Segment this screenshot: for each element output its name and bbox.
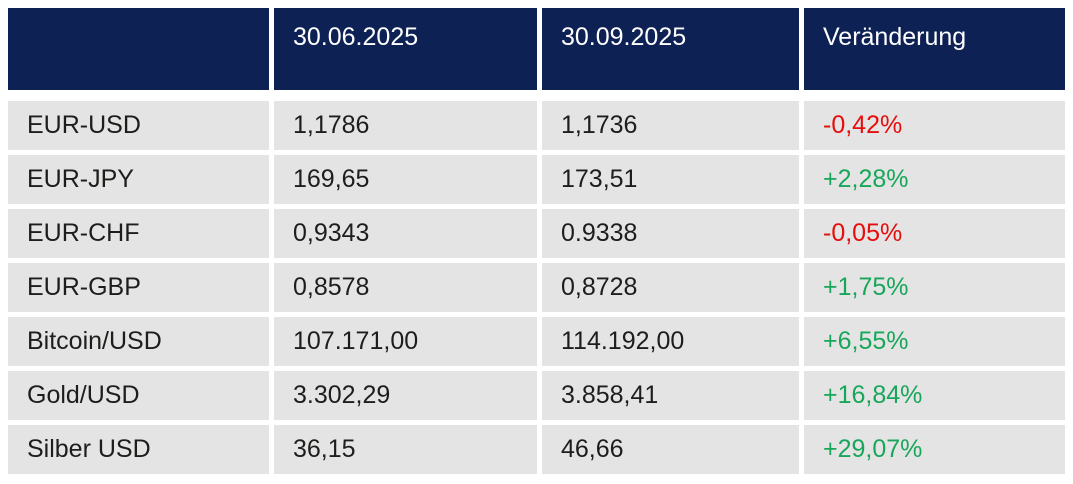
change-percentage: +2,28% (804, 155, 1065, 204)
value-30-09-2025: 114.192,00 (542, 317, 799, 366)
header-cell-instrument (8, 8, 269, 90)
instrument-label: Gold/USD (8, 371, 269, 420)
value-30-06-2025: 107.171,00 (274, 317, 537, 366)
header-cell-change: Veränderung (804, 8, 1065, 90)
header-cell-date-30-06-2025: 30.06.2025 (274, 8, 537, 90)
value-30-09-2025: 1,1736 (542, 101, 799, 150)
table-header-row: 30.06.2025 30.09.2025 Veränderung (8, 8, 1065, 90)
instrument-label: EUR-CHF (8, 209, 269, 258)
value-30-06-2025: 0,9343 (274, 209, 537, 258)
instrument-label: Silber USD (8, 425, 269, 474)
value-30-06-2025: 0,8578 (274, 263, 537, 312)
value-30-06-2025: 169,65 (274, 155, 537, 204)
change-percentage: +29,07% (804, 425, 1065, 474)
instrument-label: EUR-USD (8, 101, 269, 150)
change-percentage: -0,42% (804, 101, 1065, 150)
value-30-06-2025: 36,15 (274, 425, 537, 474)
instrument-label: EUR-JPY (8, 155, 269, 204)
instrument-label: Bitcoin/USD (8, 317, 269, 366)
table-body: EUR-USD 1,1786 1,1736 -0,42% EUR-JPY 169… (8, 101, 1065, 474)
value-30-09-2025: 46,66 (542, 425, 799, 474)
value-30-09-2025: 3.858,41 (542, 371, 799, 420)
change-percentage: +6,55% (804, 317, 1065, 366)
value-30-09-2025: 173,51 (542, 155, 799, 204)
value-30-06-2025: 1,1786 (274, 101, 537, 150)
change-percentage: +1,75% (804, 263, 1065, 312)
value-30-09-2025: 0,8728 (542, 263, 799, 312)
change-percentage: +16,84% (804, 371, 1065, 420)
value-30-09-2025: 0.9338 (542, 209, 799, 258)
value-30-06-2025: 3.302,29 (274, 371, 537, 420)
change-percentage: -0,05% (804, 209, 1065, 258)
header-cell-date-30-09-2025: 30.09.2025 (542, 8, 799, 90)
instrument-label: EUR-GBP (8, 263, 269, 312)
